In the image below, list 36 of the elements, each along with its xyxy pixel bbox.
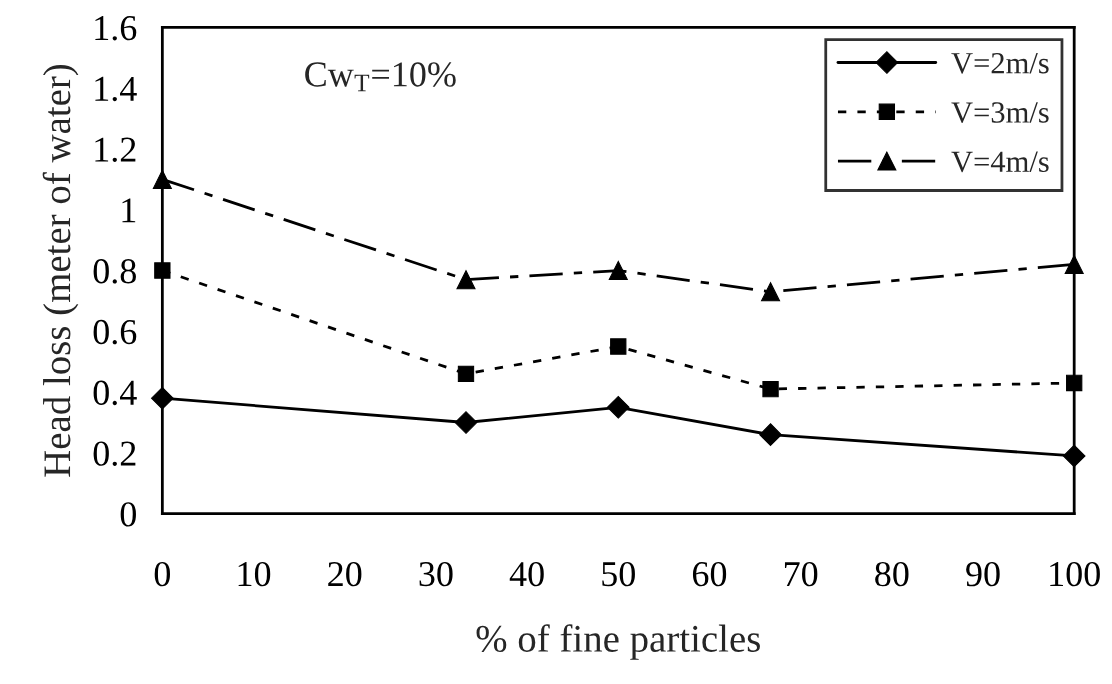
x-tick-label: 20	[328, 561, 362, 587]
legend-label: V=4m/s	[951, 151, 1049, 173]
point	[154, 262, 171, 279]
y-axis-title: Head loss (meter of water)	[42, 64, 79, 477]
annotation: Cw$_{T}$=10%	[305, 62, 456, 92]
point	[762, 380, 779, 398]
y-tick-label: 0.6	[93, 319, 137, 345]
y-tick-label: 0.8	[93, 259, 136, 284]
y-tick-label: 0.2	[93, 441, 136, 466]
point	[759, 423, 782, 446]
point	[610, 338, 627, 355]
point	[457, 365, 475, 383]
x-tick-label: 0	[154, 561, 170, 587]
y-tick-label: 1.4	[95, 76, 137, 102]
x-tick-label: 60	[692, 561, 727, 587]
point	[608, 260, 628, 281]
legend-label: V=2m/s	[951, 52, 1049, 74]
x-tick-label: 30	[419, 561, 453, 587]
point	[456, 270, 476, 290]
point	[454, 411, 478, 434]
x-tick-label: 10	[238, 561, 271, 587]
x-axis-title: % of fine particles	[476, 624, 760, 660]
x-tick-label: 40	[509, 561, 544, 587]
x-tick-label: 70	[784, 561, 818, 587]
y-tick-label: 0.4	[93, 380, 137, 406]
y-tick-label: 0	[120, 502, 136, 527]
y-tick-label: 1.2	[95, 137, 136, 162]
y-tick-label: 1.6	[95, 15, 137, 41]
x-tick-label: 90	[966, 561, 1000, 587]
x-tick-label: 100	[1050, 561, 1100, 587]
y-tick-label: 1	[122, 198, 136, 223]
point	[606, 395, 630, 419]
legend-label: V=3m/s	[951, 102, 1049, 123]
point	[761, 282, 781, 302]
x-tick-label: 50	[602, 561, 635, 587]
x-tick-label: 80	[875, 561, 909, 587]
